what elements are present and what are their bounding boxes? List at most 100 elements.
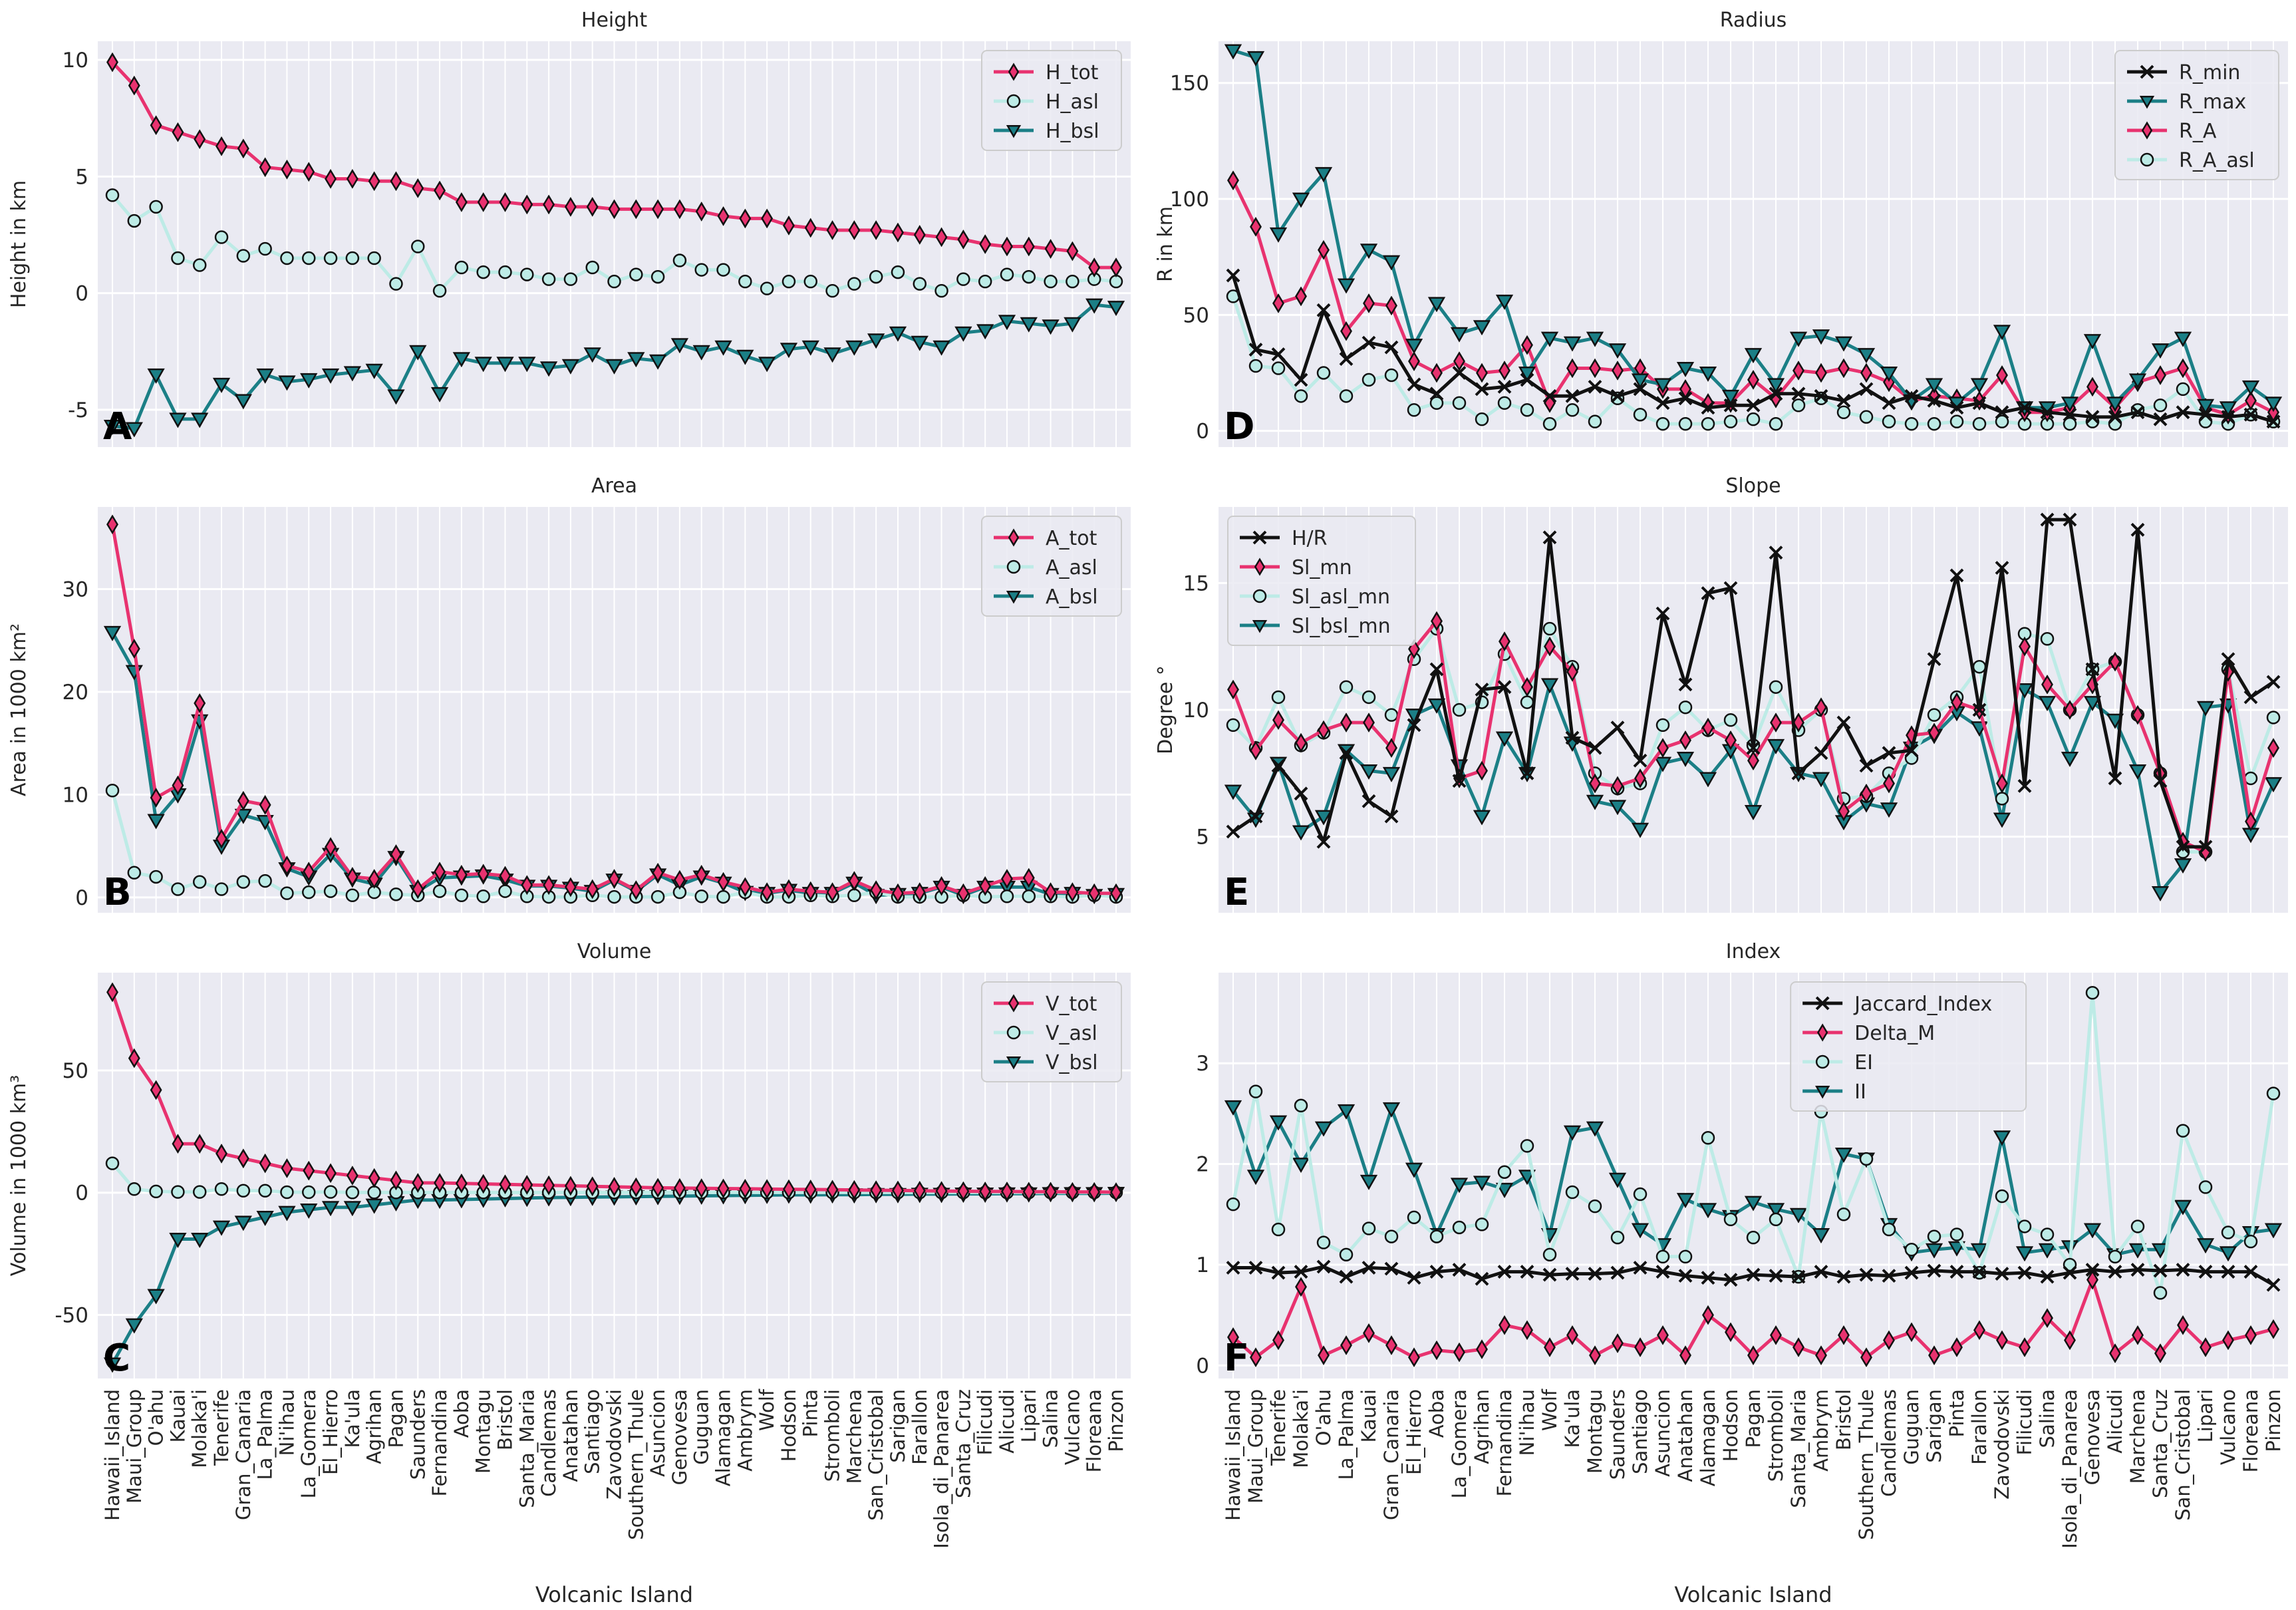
data-point [301,885,316,899]
data-point [1744,348,1763,364]
data-point [2017,778,2032,793]
x-tick-label: Ka'ula [341,1389,364,1448]
legend-label: R_min [2179,61,2240,84]
legend: Jaccard_Index Delta_M EI II [1790,981,2027,1112]
series-h-bsl [103,298,1125,438]
data-point [2086,1269,2098,1290]
legend-marker [1006,591,1022,604]
legend-label: Sl_bsl_mn [1292,615,1391,638]
data-point [672,253,687,267]
data-point [1314,1121,1333,1137]
x-tick-label: Maui_Group [1244,1389,1267,1504]
series-h-r [1226,512,2281,854]
data-point [1972,1265,1987,1279]
x-tick-label: Lipari [2194,1389,2217,1442]
data-point [150,1080,162,1100]
data-point [1723,581,1738,595]
data-point [1340,713,1352,732]
data-point [1224,1100,1242,1116]
data-point [1927,393,1941,408]
data-point [1655,1265,1670,1279]
x-tick-label: Wolf [1538,1388,1561,1431]
data-point [1793,1337,1804,1358]
data-point [2063,512,2077,527]
data-point [739,208,752,229]
data-point [1316,834,1331,849]
data-point [1701,1130,1715,1145]
data-point [1586,1121,1604,1137]
data-point [2064,1330,2076,1351]
data-point [1927,708,1941,722]
data-point [2198,1180,2213,1194]
data-point [2108,1249,2122,1264]
data-point [496,357,514,373]
data-point [1271,1265,1286,1280]
data-point [147,1289,165,1305]
data-point [454,888,469,902]
data-point [2174,331,2192,347]
data-point [368,171,380,192]
data-point [1701,401,1715,415]
data-point [409,345,427,361]
x-tick-label: Pinta [1945,1389,1968,1437]
data-point [1495,1182,1514,1198]
data-point [1542,1247,1557,1262]
data-point [539,361,558,377]
x-tick-label: Santiago [581,1389,604,1474]
x-tick-label: Vulcano [2217,1389,2239,1465]
data-point [1227,1327,1239,1347]
data-point [1022,269,1036,284]
data-point [1725,730,1737,750]
data-point [2061,397,2079,412]
data-point [1723,398,1738,412]
data-point [1723,713,1738,727]
data-point [1723,414,1738,428]
data-point [1107,301,1125,317]
data-point [1382,1102,1401,1118]
data-point [2128,764,2147,780]
data-point [561,359,580,375]
data-point [1064,317,1081,333]
data-point [390,171,402,192]
data-point [1226,268,1240,283]
x-tick-label: Hodson [1719,1389,1742,1462]
chart-title: Area [591,474,637,498]
data-point [2221,652,2235,667]
data-point [848,1180,861,1200]
x-tick-label: Southern_Thule [1855,1389,1878,1540]
x-tick-label: Isola_di_Panarea [931,1389,953,1549]
data-point [236,875,251,889]
series-r-max [1224,44,2283,417]
x-tick-label: Sarigan [1923,1389,1945,1463]
x-tick-label: Gran_Canaria [232,1389,255,1520]
x-tick-label: Agrihan [363,1389,386,1464]
legend-label: V_asl [1046,1022,1097,1045]
data-point [2130,1219,2145,1233]
series-delta-m [1227,1269,2279,1368]
legend-label: Delta_M [1854,1022,1935,1045]
data-point [1860,363,1872,383]
data-point [2041,1308,2053,1329]
data-point [215,136,227,156]
x-axis-label: Volcanic Island [535,1582,693,1607]
data-point [954,326,972,342]
data-point [1088,883,1101,903]
data-point [1653,378,1672,394]
data-point [1836,393,1851,408]
data-point [717,1178,730,1199]
x-tick-label: Saunders [1606,1389,1629,1480]
data-point [434,862,446,882]
data-point [127,214,142,228]
x-tick-label: Farallon [1968,1389,1991,1465]
data-point [1723,1273,1738,1287]
data-point [1565,389,1580,403]
x-tick-label: Salina [2036,1389,2059,1448]
data-point [1676,1193,1695,1209]
x-tick-label: Zavodovski [603,1389,626,1500]
data-point [323,884,338,898]
data-point [823,347,841,363]
data-point [1838,801,1850,822]
data-point [1746,412,1761,426]
data-point [1679,1345,1691,1366]
legend-label: H/R [1292,527,1328,550]
